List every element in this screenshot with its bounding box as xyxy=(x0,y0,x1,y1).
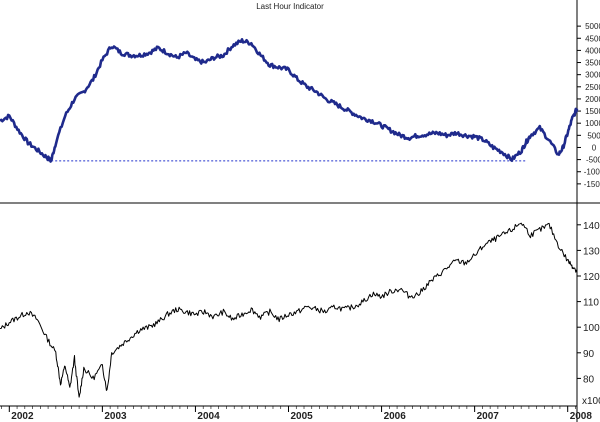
bottom-series xyxy=(0,222,578,398)
x-axis: 2002 2003 2004 2005 2006 2007 2008 xyxy=(1,406,593,422)
top-series xyxy=(0,37,579,163)
y-tick-label: 3500 xyxy=(585,59,600,68)
x-tick-label: 2004 xyxy=(197,411,220,422)
top-y-axis: -1500 -1000 -500 0 500 1000 1500 2000 2500 3000 35… xyxy=(577,22,600,189)
y-tick-label: 500 xyxy=(587,131,600,140)
x-tick-label: 2005 xyxy=(291,411,314,422)
x-tick-label: 2006 xyxy=(384,411,407,422)
y-tick-label: 100 xyxy=(583,323,600,334)
bottom-y-axis: 80 90 100 110 120 130 140 xyxy=(577,221,600,385)
x-tick-label: 2002 xyxy=(11,411,34,422)
y-tick-label: 90 xyxy=(583,349,595,360)
y-tick-label: 1000 xyxy=(585,119,600,128)
y-tick-label: 2000 xyxy=(585,95,600,104)
y-tick-label: 130 xyxy=(583,246,600,257)
y-tick-label: 110 xyxy=(583,298,599,309)
y-tick-label: 4500 xyxy=(585,34,600,43)
y-tick-label: 80 xyxy=(583,374,595,385)
y-tick-label: -500 xyxy=(586,156,600,165)
x-tick-label: 2007 xyxy=(477,411,500,422)
chart-title: Last Hour Indicator xyxy=(256,2,324,11)
y-tick-label: 2500 xyxy=(585,83,600,92)
x-tick-label: 2003 xyxy=(104,411,127,422)
y-tick-label: 3000 xyxy=(585,71,600,80)
y-tick-label: 4000 xyxy=(585,46,600,55)
y-tick-label: -1500 xyxy=(584,180,600,189)
y-tick-label: -1000 xyxy=(584,168,600,177)
y-tick-label: 120 xyxy=(583,272,600,283)
last-hour-indicator-line xyxy=(0,37,579,163)
y-tick-label: 140 xyxy=(583,221,600,232)
y-tick-label: 1500 xyxy=(585,107,600,116)
price-line xyxy=(0,222,578,398)
y-multiplier-label: x100 xyxy=(582,396,600,407)
y-tick-label: 0 xyxy=(592,143,597,152)
x-tick-label: 2008 xyxy=(570,411,593,422)
